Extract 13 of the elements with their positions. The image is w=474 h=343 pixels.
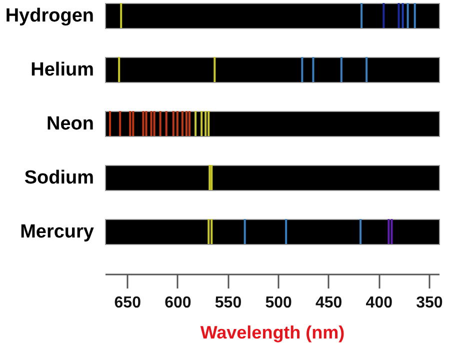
chart-title: Mercury (20, 222, 94, 242)
x-tick-label: 400 (366, 294, 393, 312)
chart-title: Sodium (24, 168, 94, 188)
chart-title: Hydrogen (5, 6, 94, 26)
x-tick-label: 450 (315, 294, 342, 312)
x-tick-label: 500 (265, 294, 292, 312)
chart-title: Neon (46, 114, 94, 134)
x-tick-label: 550 (214, 294, 242, 312)
chart-title: Helium (30, 60, 94, 80)
x-axis-title: Wavelength (nm) (200, 322, 345, 342)
x-tick-label: 350 (416, 294, 443, 312)
x-tick-label: 600 (164, 294, 192, 312)
x-tick-label: 650 (114, 294, 142, 312)
